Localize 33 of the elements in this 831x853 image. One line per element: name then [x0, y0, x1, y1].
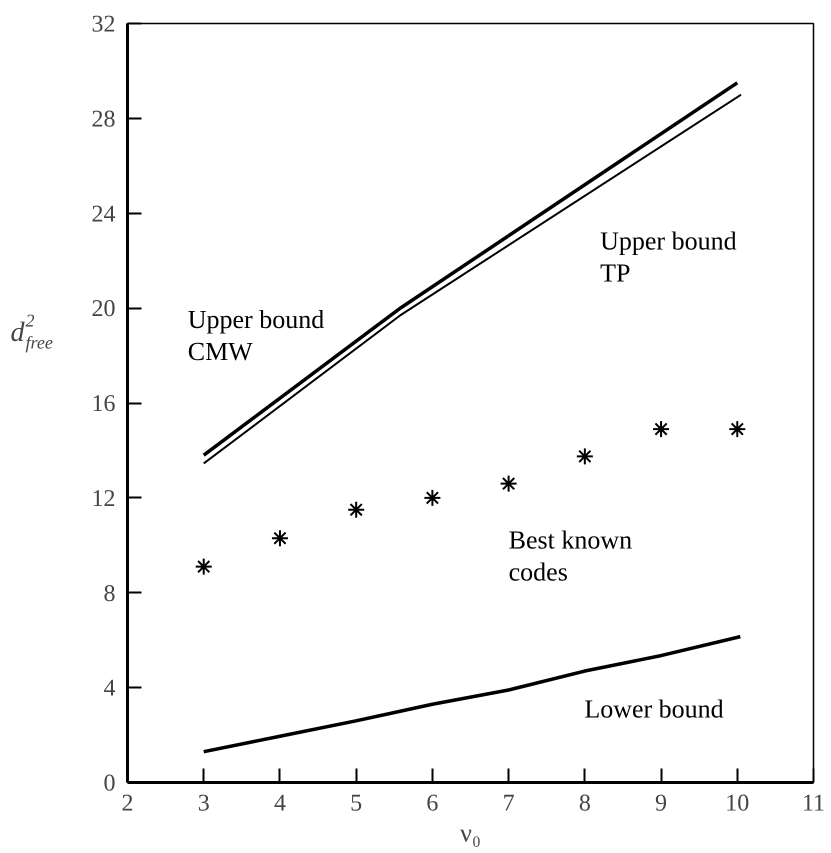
point — [728, 420, 746, 438]
point — [194, 558, 213, 576]
point — [270, 529, 289, 548]
y-tick-label: 28 — [92, 106, 116, 132]
y-tick-label: 8 — [104, 580, 116, 607]
x-tick-label: 2 — [122, 790, 134, 816]
x-tick-label: 6 — [426, 790, 438, 816]
x-tick-label: 7 — [502, 790, 515, 816]
x-tick-label: 4 — [274, 790, 286, 816]
y-tick-label: 0 — [104, 770, 116, 796]
series-label: Best known codes — [508, 526, 632, 587]
line-series — [202, 634, 742, 754]
y-tick-label: 20 — [92, 296, 116, 322]
y-tick-label: 12 — [92, 486, 116, 512]
y-tick-label: 24 — [92, 201, 116, 228]
series-label: Lower bound — [584, 694, 724, 724]
x-tick-label: 8 — [578, 790, 591, 816]
point — [500, 474, 518, 493]
point — [423, 488, 442, 507]
point — [347, 500, 366, 519]
x-axis-title: ν₀ — [460, 818, 481, 848]
x-tick-label: 11 — [802, 790, 826, 816]
x-tick-label: 5 — [350, 790, 362, 816]
series-label: Upper bound CMW — [188, 305, 324, 366]
point — [652, 420, 670, 438]
y-tick-label: 4 — [104, 676, 116, 702]
series-label: Upper bound TP — [600, 226, 737, 288]
point — [576, 447, 594, 466]
x-tick-label: 3 — [198, 790, 210, 816]
x-tick-label: 9 — [655, 790, 668, 816]
y-tick-label: 32 — [92, 12, 116, 38]
x-tick-label: 10 — [725, 790, 750, 816]
y-tick-label: 16 — [92, 391, 116, 417]
